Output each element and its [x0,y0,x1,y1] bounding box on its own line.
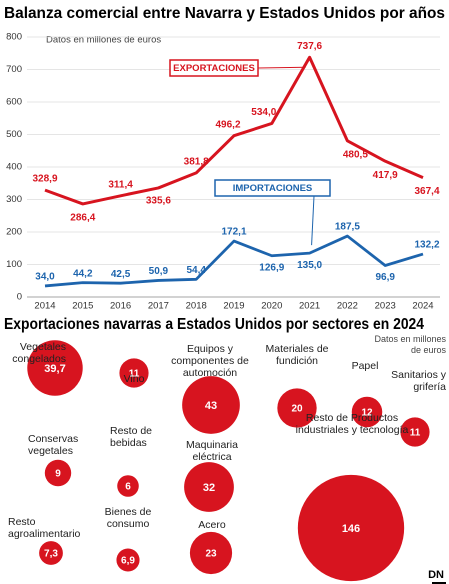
x-tick-label: 2020 [261,301,282,312]
data-label: 20 [291,404,303,415]
data-label: 328,9 [32,174,57,185]
y-tick-label: 400 [6,162,22,173]
x-tick-label: 2019 [223,301,244,312]
data-label: 135,0 [297,260,322,271]
x-tick-label: 2015 [72,301,93,312]
data-label: 7,3 [44,549,58,560]
series-line [44,55,424,206]
data-label: 417,9 [373,170,398,181]
bubble [297,474,405,582]
data-label: 534,0 [251,107,276,118]
data-label: 96,9 [375,272,395,283]
data-label: 172,1 [221,227,246,238]
bubble [117,475,139,497]
legend-label: IMPORTACIONES [233,183,313,194]
legend-label: EXPORTACIONES [173,63,255,74]
data-label: 367,4 [414,186,439,197]
data-label: 32 [203,482,215,494]
data-label: 50,9 [149,266,169,277]
data-label: 126,9 [259,262,284,273]
bubble [182,376,240,434]
data-label: 23 [205,549,217,560]
series-line [44,234,424,288]
data-label: 39,7 [44,363,65,375]
data-label: 480,5 [343,149,368,160]
bubble [189,531,233,575]
x-tick-label: 2017 [148,301,169,312]
legend-box [214,179,331,197]
category-label: Materiales de fundición [265,343,329,367]
y-tick-label: 500 [6,129,22,140]
data-label: 42,5 [111,269,131,280]
category-label: Vino [123,373,145,385]
data-label: 11 [129,369,140,380]
data-label: 11 [410,428,421,439]
data-label: 335,6 [146,196,171,207]
category-label: Maquinaria eléctrica [186,439,238,463]
note: Datos en millones de euros [46,35,161,46]
data-label: 12 [361,408,373,419]
category-label: Resto de bebidas [110,425,153,449]
y-tick-label: 300 [6,194,22,205]
category-label: Resto agroalimentario [8,516,81,540]
x-tick-label: 2014 [34,301,55,312]
callout-line [311,195,315,246]
chart-title: Balanza comercial entre Navarra y Estado… [4,5,445,22]
data-label: 43 [205,400,217,412]
bubble [351,396,383,428]
x-tick-label: 2016 [110,301,131,312]
data-label: 6,9 [121,556,135,567]
data-label: 44,2 [73,268,93,279]
bubble [27,340,83,396]
category-label: Acero [198,519,226,531]
category-label: Conservas vegetales [28,433,79,457]
y-tick-label: 200 [6,227,22,238]
y-tick-label: 100 [6,259,22,270]
data-label: 6 [125,482,131,493]
source-logo: DN [428,569,444,581]
y-tick-label: 800 [6,32,22,43]
x-tick-label: 2022 [337,301,358,312]
x-tick-label: 2018 [186,301,207,312]
category-label: Resto de Productos industriales y tecnol… [295,412,409,436]
data-label: 311,4 [108,179,133,190]
chart-title: Exportaciones navarras a Estados Unidos … [4,316,424,333]
y-tick-label: 700 [6,64,22,75]
bubble [116,548,140,572]
x-tick-label: 2023 [375,301,396,312]
category-label: Equipos y componentes de automoción [171,343,249,379]
legend-box [169,59,259,77]
x-tick-label: 2021 [299,301,320,312]
y-tick-label: 600 [6,97,22,108]
callout-line [257,66,306,69]
bubble [400,417,430,447]
data-label: 9 [55,469,61,480]
bubble [184,462,234,512]
category-label: Sanitarios y grifería [391,369,446,393]
data-label: 381,8 [184,157,209,168]
data-label: 187,5 [335,222,360,233]
bubble [44,459,72,487]
data-label: 496,2 [215,119,240,130]
data-label: 54,4 [186,265,206,276]
data-label: 737,6 [297,41,322,52]
bubble [277,388,317,428]
category-label: Vegetales congelados [12,341,66,365]
category-label: Papel [351,360,379,372]
bubble [39,541,63,565]
x-tick-label: 2024 [412,301,433,312]
data-label: 146 [342,523,360,535]
bubble [119,358,149,388]
data-label: 34,0 [35,272,55,283]
data-label: 132,2 [414,240,439,251]
category-label: Bienes de consumo [104,506,152,530]
data-label: 286,4 [70,213,95,224]
y-tick-label: 0 [17,292,22,303]
note: Datos en millones de euros [374,334,446,355]
